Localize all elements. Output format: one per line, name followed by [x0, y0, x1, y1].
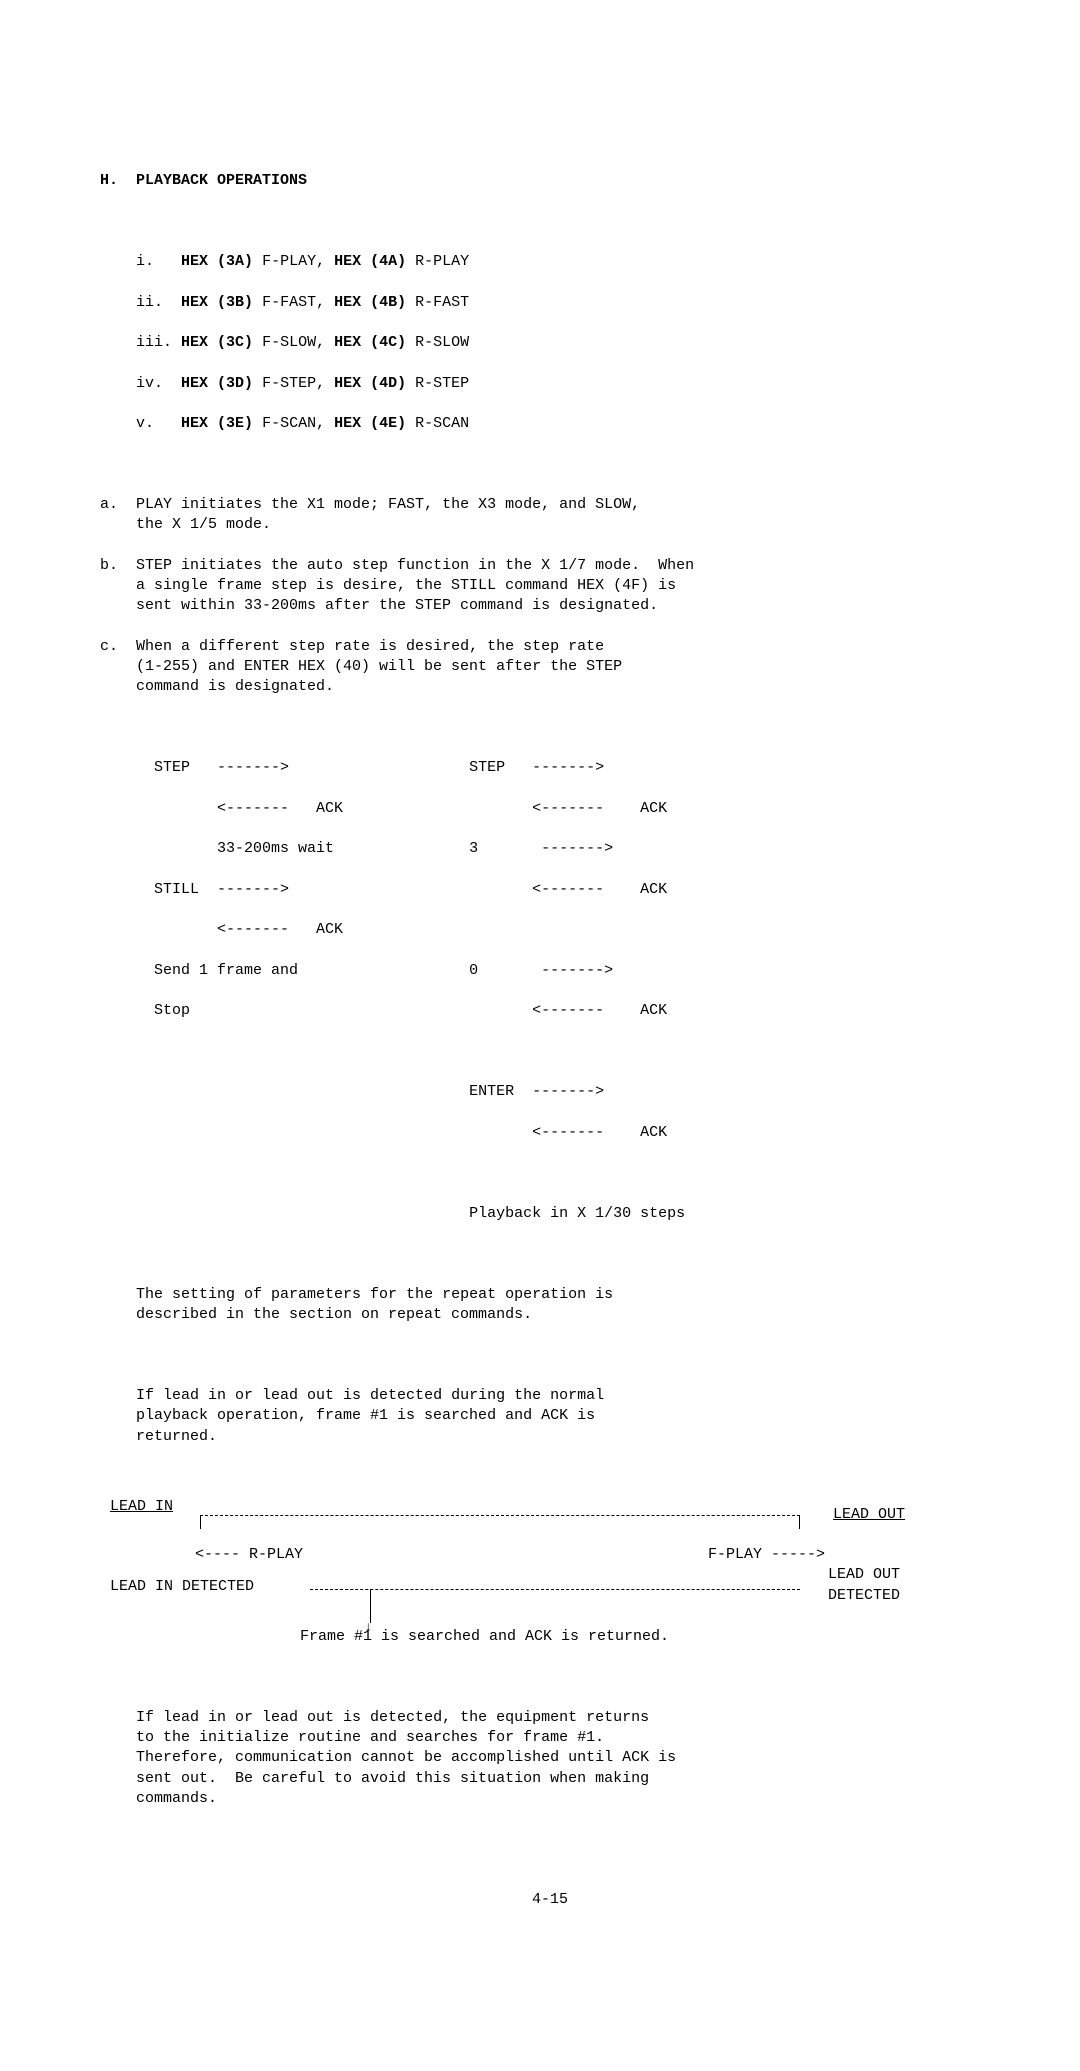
blank [100, 718, 1000, 738]
c: F-SCAN, [262, 415, 325, 432]
blank [100, 1163, 1000, 1183]
sr: 0 -------> [469, 962, 613, 979]
sr: <------- ACK [469, 800, 667, 817]
tail: If lead in or lead out is detected, the … [100, 1708, 1000, 1809]
mid1-text: The setting of parameters for the repeat… [100, 1286, 613, 1323]
diagram-line [310, 1589, 800, 1590]
section-title: PLAYBACK OPERATIONS [136, 172, 307, 189]
mid1: The setting of parameters for the repeat… [100, 1285, 1000, 1326]
n: v. [136, 415, 154, 432]
mid2-text: If lead in or lead out is detected durin… [100, 1387, 604, 1445]
seq-caption: Playback in X 1/30 steps [100, 1204, 1000, 1224]
h: HEX (4A) [334, 253, 406, 270]
para-c-text: When a different step rate is desired, t… [100, 638, 622, 696]
c: R-FAST [415, 294, 469, 311]
c: F-PLAY, [262, 253, 325, 270]
seq-row: Send 1 frame and 0 -------> [100, 961, 1000, 981]
mid2: If lead in or lead out is detected durin… [100, 1386, 1000, 1447]
h: HEX (3A) [181, 253, 253, 270]
h: HEX (4E) [334, 415, 406, 432]
sr: <------- ACK [469, 1002, 667, 1019]
para-a: a. PLAY initiates the X1 mode; FAST, the… [100, 495, 1000, 536]
para-b: b. STEP initiates the auto step function… [100, 556, 1000, 617]
sl: STILL -------> [154, 881, 289, 898]
sr: 3 -------> [469, 840, 613, 857]
hex-row-2: iii. HEX (3C) F-SLOW, HEX (4C) R-SLOW [100, 333, 1000, 353]
seq-row: STILL -------> <------- ACK [100, 880, 1000, 900]
c: R-STEP [415, 375, 469, 392]
h: HEX (3C) [181, 334, 253, 351]
seq-row: Stop <------- ACK [100, 1001, 1000, 1021]
lead-out-detected: LEAD OUT DETECTED [828, 1565, 900, 1606]
seq-row: <------- ACK [100, 920, 1000, 940]
h: HEX (4C) [334, 334, 406, 351]
para-b-text: STEP initiates the auto step function in… [100, 557, 694, 615]
r-play-arrow: <---- R-PLAY [195, 1545, 303, 1565]
n: i. [136, 253, 154, 270]
sl: Send 1 frame and [154, 962, 298, 979]
hex-row-4: v. HEX (3E) F-SCAN, HEX (4E) R-SCAN [100, 414, 1000, 434]
para-a-text: PLAY initiates the X1 mode; FAST, the X3… [100, 496, 640, 533]
sl: <------- ACK [154, 800, 343, 817]
h: HEX (3E) [181, 415, 253, 432]
sr: ENTER -------> [469, 1083, 604, 1100]
h: HEX (3D) [181, 375, 253, 392]
page-number: 4-15 [100, 1890, 1000, 1910]
lead-out-label: LEAD OUT [833, 1505, 905, 1525]
seq-caption-text: Playback in X 1/30 steps [469, 1205, 685, 1222]
sr: STEP -------> [469, 759, 604, 776]
c: R-SLOW [415, 334, 469, 351]
seq-row: <------- ACK [100, 1123, 1000, 1143]
diagram-line [799, 1515, 800, 1529]
c: R-PLAY [415, 253, 469, 270]
lead-diagram: LEAD IN LEAD OUT <---- R-PLAY F-PLAY ---… [100, 1497, 1000, 1647]
hex-row-0: i. HEX (3A) F-PLAY, HEX (4A) R-PLAY [100, 252, 1000, 272]
seq-row: STEP -------> STEP -------> [100, 758, 1000, 778]
para-c: c. When a different step rate is desired… [100, 637, 1000, 698]
frame1-text: Frame #1 is searched and ACK is returned… [300, 1627, 669, 1647]
section-letter: H. [100, 172, 118, 189]
hex-row-3: iv. HEX (3D) F-STEP, HEX (4D) R-STEP [100, 374, 1000, 394]
h: HEX (4B) [334, 294, 406, 311]
c: F-STEP, [262, 375, 325, 392]
sl: STEP -------> [154, 759, 289, 776]
sr: <------- ACK [469, 881, 667, 898]
h: HEX (4D) [334, 375, 406, 392]
hex-row-1: ii. HEX (3B) F-FAST, HEX (4B) R-FAST [100, 293, 1000, 313]
blank [100, 1042, 1000, 1062]
sr: <------- ACK [478, 1124, 667, 1141]
f-play-arrow: F-PLAY -----> [708, 1545, 825, 1565]
section-heading: H. PLAYBACK OPERATIONS [100, 171, 1000, 191]
lead-in-detected: LEAD IN DETECTED [110, 1577, 254, 1597]
h: HEX (3B) [181, 294, 253, 311]
n: iii. [136, 334, 172, 351]
blank [100, 455, 1000, 475]
n: iv. [136, 375, 163, 392]
lead-in-label: LEAD IN [110, 1497, 173, 1517]
sl: 33-200ms wait [154, 840, 334, 857]
n: ii. [136, 294, 163, 311]
seq-row: ENTER -------> [100, 1082, 1000, 1102]
c: F-FAST, [262, 294, 325, 311]
blank [100, 1244, 1000, 1264]
tail-text: If lead in or lead out is detected, the … [100, 1709, 676, 1807]
seq-row: 33-200ms wait 3 -------> [100, 839, 1000, 859]
c: F-SLOW, [262, 334, 325, 351]
blank [100, 1346, 1000, 1366]
blank [100, 212, 1000, 232]
diagram-line [370, 1589, 371, 1623]
sl: Stop [154, 1002, 190, 1019]
diagram-line [200, 1515, 800, 1516]
c: R-SCAN [415, 415, 469, 432]
seq-row: <------- ACK <------- ACK [100, 799, 1000, 819]
diagram-line [200, 1515, 201, 1529]
sl: <------- ACK [154, 921, 343, 938]
